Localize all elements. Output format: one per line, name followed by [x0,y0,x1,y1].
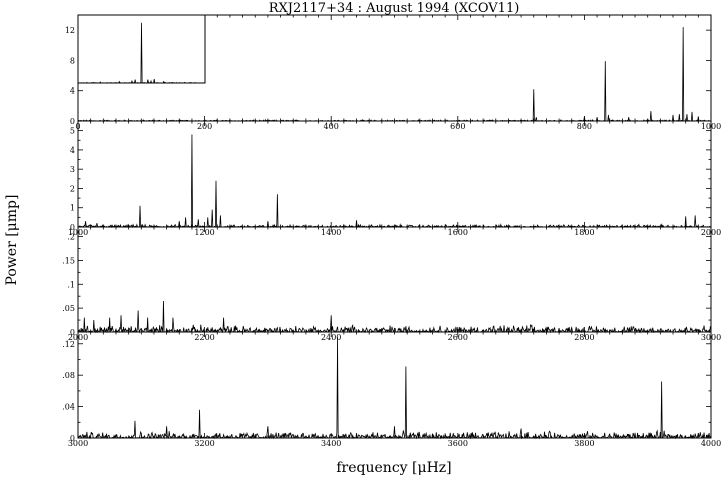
x-tick-label: 2200 [194,333,214,342]
y-tick-label: 2 [70,184,75,193]
x-tick-label: 1200 [194,228,214,237]
x-tick-label: 3000 [68,439,88,448]
inset-series [77,22,206,84]
x-tick-label: 2400 [321,333,341,342]
y-tick-label: .2 [67,233,75,242]
x-tick-label: 200 [197,122,212,131]
y-tick-label: .15 [62,256,75,265]
y-tick-label: 0 [70,117,75,126]
spectrum-series [77,134,712,229]
x-tick-label: 1600 [448,228,468,237]
y-tick-label: 5 [70,127,75,136]
x-tick-label: 4000 [701,439,721,448]
y-tick-label: 4 [70,146,75,155]
y-tick-label: 3 [70,165,75,174]
panel-4: 3000 3200 3400 3600 3800 4000 0 .04 .08 .12 [62,331,721,448]
x-tick-label: 800 [577,122,592,131]
panel-frame [77,120,712,228]
spectrum-series [78,337,712,440]
x-tick-label: 600 [450,122,465,131]
x-tick-label: 2800 [574,333,594,342]
spectrum-series [77,300,712,334]
y-tick-label: 0 [70,434,75,443]
y-tick-label: 8 [70,56,75,65]
y-tick-label: 0 [70,328,75,337]
y-tick-label: 1 [70,204,75,213]
y-tick-label: 4 [70,87,75,96]
y-tick-label: .12 [62,340,75,349]
panel-frame [77,331,712,439]
x-tick-label: 3600 [448,439,468,448]
x-tick-label: 3800 [574,439,594,448]
y-tick-label: .04 [62,403,75,412]
x-tick-label: 1400 [321,228,341,237]
x-axis-label: frequency [μHz] [336,460,451,476]
y-tick-label: .1 [67,280,75,289]
y-axis-label: Power [μmp] [4,195,20,286]
y-tick-label: 0 [70,223,75,232]
x-tick-label: 2600 [448,333,468,342]
x-tick-label: 1800 [574,228,594,237]
chart-title: RXJ2117+34 : August 1994 (XCOV11) [269,1,520,16]
x-tick-label: 400 [324,122,339,131]
panel-frame [77,226,712,333]
y-tick-label: .05 [62,304,75,313]
inset-window [77,14,206,84]
y-tick-label: 12 [65,26,75,35]
x-tick-label: 3200 [194,439,214,448]
x-tick-label: 3400 [321,439,341,448]
y-tick-label: .08 [62,371,75,380]
